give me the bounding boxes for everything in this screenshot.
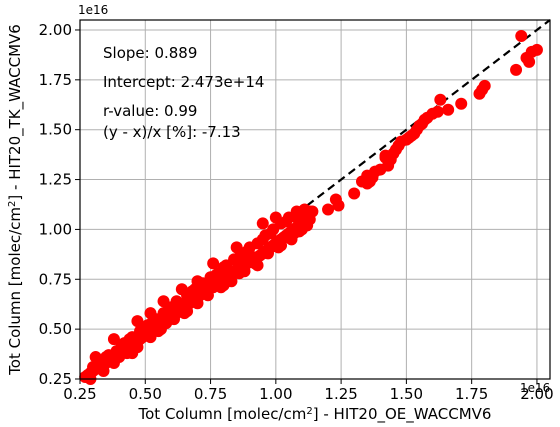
data-point — [157, 295, 170, 308]
data-point — [241, 245, 254, 258]
x-tick-marks: 0.25 0.50 0.75 1.00 1.25 1.50 1.75 2.00 — [63, 379, 554, 403]
data-point — [175, 283, 188, 296]
y-tick-marks: 0.25 0.50 0.75 1.00 1.25 1.50 1.75 2.00 — [39, 21, 80, 388]
data-point — [181, 305, 194, 318]
y-tick-label: 2.00 — [39, 21, 72, 39]
data-point — [230, 241, 243, 254]
x-tick-label: 1.75 — [455, 385, 488, 403]
data-point — [361, 177, 374, 190]
y-tick-label: 1.00 — [39, 220, 72, 238]
data-point — [209, 269, 222, 282]
data-point — [152, 325, 165, 338]
y-tick-label: 1.50 — [39, 121, 72, 139]
data-point — [262, 247, 274, 260]
data-point — [290, 211, 303, 224]
data-point — [89, 351, 102, 364]
data-point — [478, 79, 491, 92]
data-point — [322, 203, 335, 216]
y-tick-label: 0.25 — [39, 370, 72, 388]
y-tick-label: 0.75 — [39, 270, 72, 288]
data-point — [107, 333, 120, 346]
data-point — [113, 351, 126, 364]
data-point — [191, 297, 204, 310]
data-point — [306, 205, 319, 218]
data-point — [251, 259, 264, 272]
y-offset-label: 1e16 — [78, 3, 108, 17]
data-points — [79, 29, 543, 385]
x-tick-label: 1.00 — [259, 385, 292, 403]
reldiff-annotation: (y - x)/x [%]: -7.13 — [103, 123, 241, 141]
x-axis-label-post: ] - HIT20_OE_WACCMV6 — [313, 405, 492, 424]
data-point — [530, 43, 543, 56]
x-tick-label: 0.50 — [129, 385, 162, 403]
data-point — [523, 55, 536, 68]
data-point — [332, 199, 345, 212]
y-tick-label: 1.25 — [39, 171, 72, 189]
x-offset-label: 1e16 — [520, 381, 550, 395]
data-point — [434, 93, 447, 106]
data-point — [282, 231, 295, 244]
data-point — [100, 351, 113, 364]
rvalue-annotation: r-value: 0.99 — [103, 102, 197, 120]
data-point — [515, 29, 528, 42]
data-point — [217, 279, 230, 292]
data-point — [269, 211, 282, 224]
data-point — [379, 151, 392, 164]
data-point — [293, 225, 306, 238]
data-point — [510, 63, 523, 76]
data-point — [233, 267, 246, 280]
x-tick-label: 1.25 — [324, 385, 357, 403]
x-axis-label: Tot Column [molec/cm2] - HIT20_OE_WACCMV… — [138, 405, 492, 424]
x-axis-label-pre: Tot Column [molec/cm — [138, 405, 307, 423]
data-point — [264, 227, 277, 240]
data-point — [207, 257, 220, 270]
data-point — [144, 307, 157, 320]
data-point — [131, 315, 144, 328]
data-point — [191, 275, 204, 288]
data-point — [256, 217, 269, 230]
data-point — [442, 103, 455, 116]
data-point — [201, 289, 214, 302]
data-point — [126, 347, 139, 360]
data-point — [275, 239, 288, 252]
intercept-annotation: Intercept: 2.473e+14 — [103, 73, 264, 91]
data-point — [455, 97, 468, 110]
data-point — [369, 165, 382, 178]
data-point — [217, 261, 230, 274]
plot-frame — [79, 19, 551, 380]
data-point — [160, 317, 173, 330]
data-point — [403, 131, 415, 144]
x-tick-label: 0.25 — [63, 385, 96, 403]
data-point — [123, 333, 136, 346]
y-axis-label-pre: Tot Column [molec/cm — [6, 207, 24, 376]
y-axis-label-post: ] - HIT20_TK_WACCMV6 — [6, 24, 25, 200]
data-point — [170, 295, 183, 308]
y-axis-label: Tot Column [molec/cm2] - HIT20_TK_WACCMV… — [6, 24, 25, 376]
y-tick-label: 1.75 — [39, 71, 72, 89]
y-tick-label: 0.50 — [39, 320, 72, 338]
x-axis-label-sup: 2 — [306, 406, 312, 417]
data-point — [348, 187, 361, 200]
x-tick-label: 1.50 — [390, 385, 423, 403]
y-axis-label-sup: 2 — [7, 201, 18, 207]
x-tick-label: 2.00 — [520, 385, 553, 403]
x-tick-label: 0.75 — [194, 385, 227, 403]
slope-annotation: Slope: 0.889 — [103, 44, 197, 62]
data-point — [431, 105, 444, 118]
data-point — [280, 215, 293, 228]
